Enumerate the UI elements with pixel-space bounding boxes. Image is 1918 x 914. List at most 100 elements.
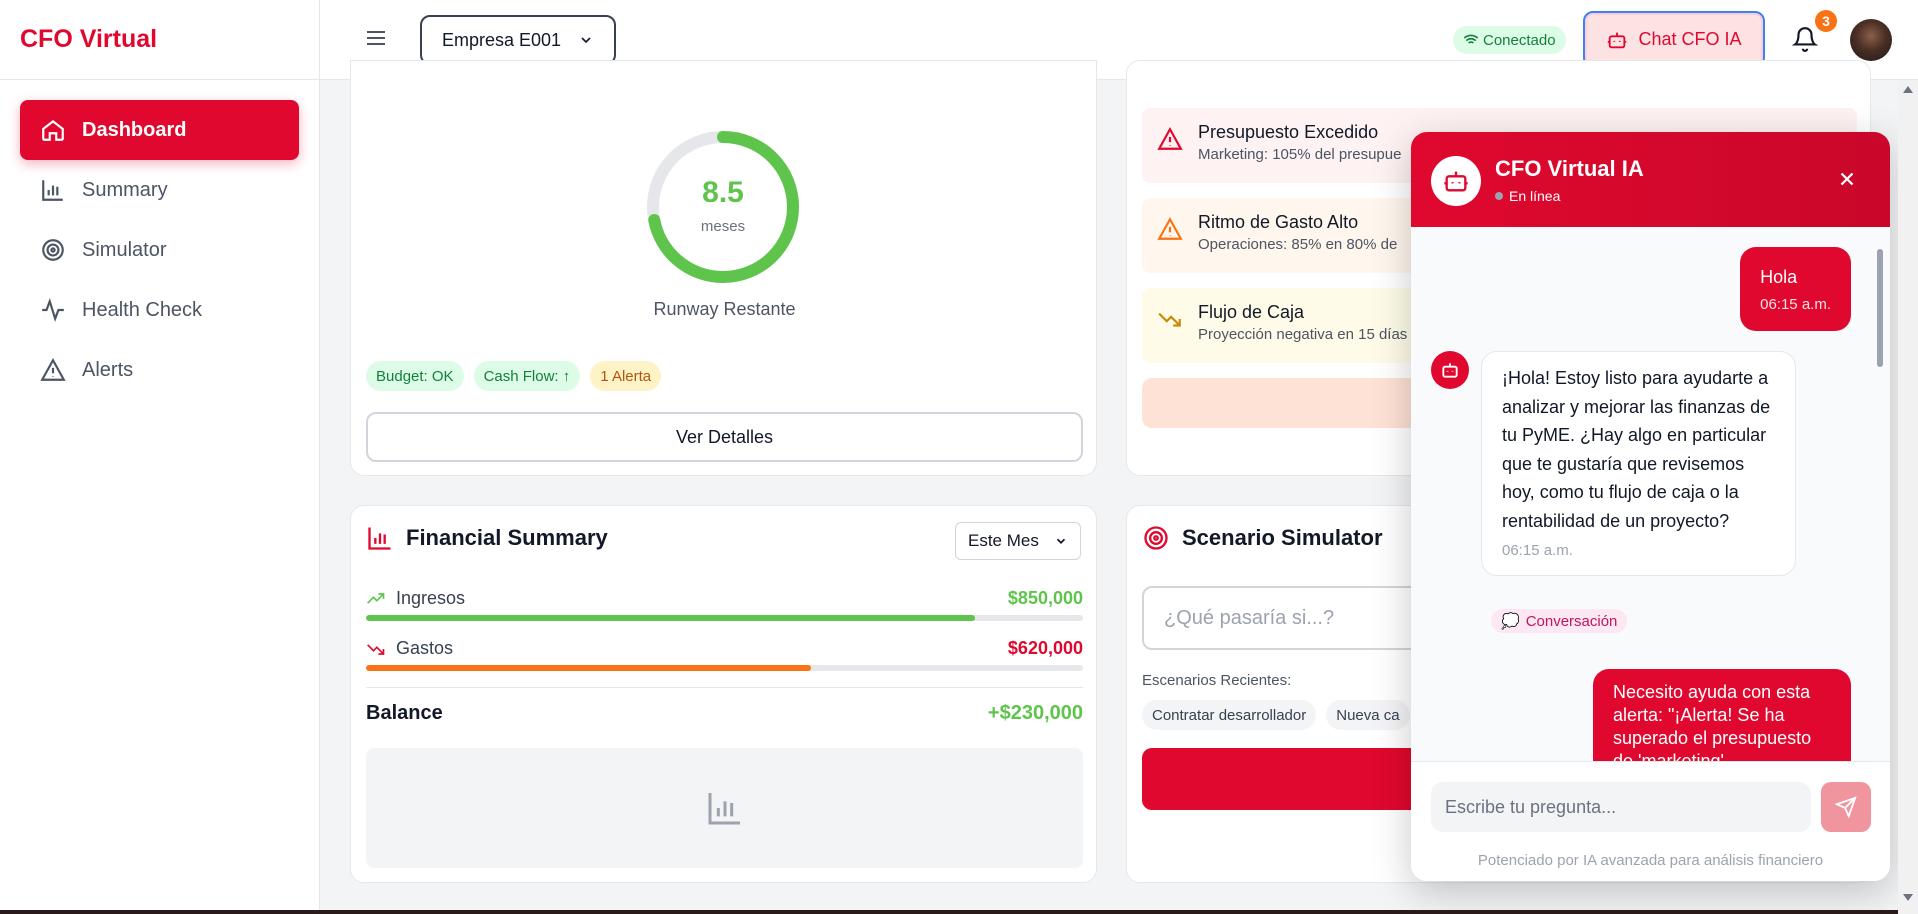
runway-ring-fill [647, 131, 799, 283]
conversation-tag-label: Conversación [1525, 612, 1618, 630]
budget-status-chip: Budget: OK [366, 361, 464, 391]
user-message: Hola 06:15 a.m. [1740, 247, 1851, 331]
recent-scenario-chip[interactable]: Contratar desarrollador [1142, 700, 1317, 730]
bot-message-text: ¡Hola! Estoy listo para ayudarte a anali… [1502, 368, 1771, 531]
financial-summary-title: Financial Summary [366, 524, 608, 552]
scenario-simulator-heading: Scenario Simulator [1182, 525, 1383, 550]
sidebar-item-health-check[interactable]: Health Check [20, 280, 299, 340]
alert-title: Flujo de Caja [1198, 302, 1305, 322]
alert-description: Proyección negativa en 15 días [1198, 326, 1408, 343]
home-icon [42, 119, 64, 141]
balance-row: Balance +$230,000 [366, 702, 1083, 725]
recent-scenarios-label: Escenarios Recientes: [1142, 672, 1292, 689]
sidebar-item-dashboard[interactable]: Dashboard [20, 100, 299, 160]
message-time: 06:15 a.m. [1760, 296, 1831, 313]
scenario-simulator-title: Scenario Simulator [1142, 524, 1383, 552]
bell-icon[interactable] [1792, 26, 1818, 52]
sidebar: CFO Virtual Dashboard Summary Simulator … [0, 0, 320, 914]
scroll-down-icon[interactable] [1903, 894, 1913, 901]
sidebar-nav: Dashboard Summary Simulator Health Check… [0, 80, 319, 420]
divider [366, 687, 1083, 688]
user-message-text: Hola [1760, 267, 1798, 287]
bottom-edge [0, 910, 1898, 914]
sidebar-item-simulator[interactable]: Simulator [20, 220, 299, 280]
chat-messages: Hola 06:15 a.m. ¡Hola! Estoy listo para … [1411, 227, 1890, 761]
cash-flow-chip: Cash Flow: ↑ [473, 361, 581, 391]
recent-scenarios: Contratar desarrollador Nueva ca [1142, 700, 1410, 730]
alert-title: Ritmo de Gasto Alto [1198, 212, 1359, 232]
scroll-up-icon[interactable] [1903, 86, 1913, 93]
sidebar-item-alerts[interactable]: Alerts [20, 340, 299, 400]
speech-bubble-icon: 💭 [1501, 613, 1520, 630]
sidebar-item-label: Summary [82, 178, 168, 201]
status-dot [1495, 192, 1503, 200]
bot-avatar [1431, 156, 1481, 206]
chart-placeholder [366, 748, 1083, 868]
recent-scenario-chip[interactable]: Nueva ca [1326, 700, 1410, 730]
chat-status-label: En línea [1509, 188, 1561, 204]
company-select[interactable]: Empresa E001 [420, 15, 616, 65]
menu-icon[interactable] [364, 26, 388, 50]
chevron-down-icon [581, 37, 591, 44]
brand-logo[interactable]: CFO Virtual [0, 0, 319, 80]
chat-footnote: Potenciado por IA avanzada para análisis… [1477, 852, 1824, 869]
financial-summary-card: Financial Summary Este Mes Ingresos $850… [350, 505, 1097, 883]
runway-value: 8.5 [702, 176, 744, 209]
income-metric: Ingresos $850,000 [366, 588, 1083, 621]
expense-bar [366, 665, 811, 671]
alert-description: Operaciones: 85% en 80% de [1198, 236, 1398, 253]
connection-status-label: Conectado [1483, 31, 1556, 49]
warning-icon [1157, 127, 1183, 150]
trending-down-icon [367, 643, 385, 655]
chat-header: CFO Virtual IA En línea [1411, 132, 1890, 227]
runway-label: Runway Restante [653, 299, 796, 319]
income-label: Ingresos [396, 588, 466, 608]
period-select-value: Este Mes [968, 531, 1039, 550]
runway-card: 8.5 meses Runway Restante Budget: OK Cas… [350, 60, 1097, 476]
warning-icon [1157, 217, 1183, 240]
view-details-button[interactable]: Ver Detalles [366, 412, 1083, 462]
target-icon [42, 239, 64, 261]
chat-scrollbar-thumb[interactable] [1877, 249, 1883, 367]
page-scrollbar[interactable] [1898, 80, 1918, 914]
balance-value: +$230,000 [987, 702, 1083, 724]
alert-description: Marketing: 105% del presupue [1198, 146, 1402, 163]
bot-icon [1442, 363, 1458, 378]
runway-chips: Budget: OK Cash Flow: ↑ 1 Alerta [366, 361, 662, 391]
conversation-tag: 💭 Conversación [1491, 609, 1628, 633]
close-icon[interactable] [1836, 168, 1858, 190]
period-select[interactable]: Este Mes [955, 522, 1081, 560]
income-value: $850,000 [1007, 588, 1083, 608]
bot-icon [1444, 171, 1468, 192]
income-bar [366, 615, 976, 621]
chevron-down-icon [1056, 538, 1066, 544]
chat-input[interactable]: Escribe tu pregunta... [1431, 782, 1811, 832]
user-avatar[interactable] [1850, 19, 1892, 61]
expense-label: Gastos [396, 638, 454, 658]
trending-down-icon [1158, 312, 1181, 327]
connection-status-badge: Conectado [1453, 26, 1566, 54]
sidebar-item-label: Dashboard [82, 118, 187, 141]
notification-count-badge: 3 [1815, 10, 1837, 32]
alert-count-chip: 1 Alerta [590, 361, 662, 391]
bar-chart-icon [708, 793, 740, 825]
bot-message: ¡Hola! Estoy listo para ayudarte a anali… [1481, 351, 1796, 576]
sidebar-item-summary[interactable]: Summary [20, 160, 299, 220]
wifi-icon [1463, 34, 1479, 47]
chat-online-status: En línea [1495, 188, 1560, 204]
target-icon [1144, 526, 1168, 550]
expense-metric: Gastos $620,000 [366, 638, 1083, 671]
chat-panel: CFO Virtual IA En línea Hola 06:15 a.m. … [1411, 132, 1890, 881]
message-time: 06:15 a.m. [1502, 542, 1573, 559]
activity-icon [42, 297, 64, 323]
runway-unit: meses [700, 218, 746, 235]
chat-cfo-button-label: Chat CFO IA [1638, 29, 1742, 49]
chat-title: CFO Virtual IA [1495, 156, 1644, 181]
bot-icon [1608, 32, 1627, 48]
runway-ring [647, 131, 799, 283]
send-icon [1835, 796, 1857, 818]
send-button[interactable] [1821, 782, 1871, 832]
financial-summary-heading: Financial Summary [406, 525, 608, 550]
chat-footer: Escribe tu pregunta... Potenciado por IA… [1411, 761, 1890, 881]
user-message-text: Necesito ayuda con esta alerta: "¡Alerta… [1613, 682, 1812, 761]
